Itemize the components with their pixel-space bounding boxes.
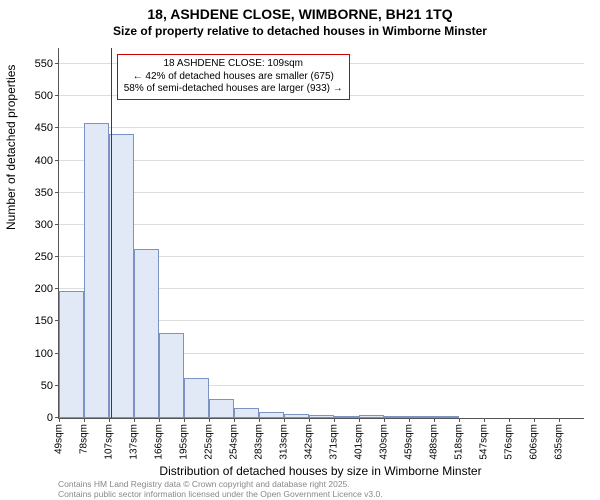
- histogram-bar: [59, 291, 84, 418]
- histogram-bar: [434, 416, 459, 418]
- xtick-label: 635sqm: [554, 424, 565, 460]
- chart-subtitle: Size of property relative to detached ho…: [0, 22, 600, 38]
- histogram-bar: [159, 333, 184, 418]
- xtick-mark: [209, 418, 210, 422]
- attribution-line2: Contains public sector information licen…: [58, 489, 383, 499]
- ytick-label: 400: [35, 155, 53, 167]
- xtick-label: 459sqm: [404, 424, 415, 460]
- xtick-mark: [134, 418, 135, 422]
- xtick-mark: [109, 418, 110, 422]
- ytick-label: 300: [35, 219, 53, 231]
- histogram-bar: [109, 134, 134, 418]
- ytick-label: 350: [35, 187, 53, 199]
- ytick-label: 250: [35, 251, 53, 263]
- property-marker-line: [111, 48, 112, 418]
- ytick-label: 500: [35, 90, 53, 102]
- xtick-label: 342sqm: [304, 424, 315, 460]
- xtick-label: 166sqm: [154, 424, 165, 460]
- xtick-mark: [259, 418, 260, 422]
- annotation-box: 18 ASHDENE CLOSE: 109sqm← 42% of detache…: [117, 54, 350, 100]
- ytick-label: 150: [35, 315, 53, 327]
- xtick-mark: [184, 418, 185, 422]
- xtick-mark: [559, 418, 560, 422]
- ytick-mark: [55, 192, 59, 193]
- histogram-bar: [184, 378, 209, 418]
- xtick-mark: [284, 418, 285, 422]
- histogram-bar: [84, 123, 109, 418]
- ytick-label: 200: [35, 283, 53, 295]
- xtick-mark: [334, 418, 335, 422]
- xtick-label: 195sqm: [179, 424, 190, 460]
- ytick-mark: [55, 160, 59, 161]
- xtick-mark: [434, 418, 435, 422]
- xtick-label: 488sqm: [429, 424, 440, 460]
- ytick-label: 50: [41, 380, 53, 392]
- ytick-label: 550: [35, 58, 53, 70]
- attribution-line1: Contains HM Land Registry data © Crown c…: [58, 479, 350, 489]
- xtick-mark: [59, 418, 60, 422]
- xtick-label: 401sqm: [354, 424, 365, 460]
- ytick-label: 0: [47, 412, 53, 424]
- ytick-mark: [55, 224, 59, 225]
- histogram-bar: [259, 412, 284, 418]
- xtick-label: 49sqm: [54, 424, 65, 454]
- xtick-label: 78sqm: [79, 424, 90, 454]
- ytick-mark: [55, 95, 59, 96]
- xtick-label: 606sqm: [529, 424, 540, 460]
- attribution-text: Contains HM Land Registry data © Crown c…: [58, 480, 383, 500]
- histogram-bar: [284, 414, 309, 418]
- x-axis-label: Distribution of detached houses by size …: [58, 464, 583, 478]
- xtick-label: 518sqm: [454, 424, 465, 460]
- xtick-label: 283sqm: [254, 424, 265, 460]
- ytick-label: 450: [35, 122, 53, 134]
- ytick-mark: [55, 63, 59, 64]
- xtick-mark: [159, 418, 160, 422]
- annotation-line2: ← 42% of detached houses are smaller (67…: [124, 71, 343, 84]
- histogram-bar: [334, 416, 359, 418]
- histogram-bar: [409, 416, 434, 418]
- histogram-bar: [384, 416, 409, 418]
- xtick-label: 371sqm: [329, 424, 340, 460]
- xtick-mark: [84, 418, 85, 422]
- gridline: [59, 127, 584, 128]
- gridline: [59, 160, 584, 161]
- xtick-label: 254sqm: [229, 424, 240, 460]
- xtick-label: 576sqm: [504, 424, 515, 460]
- xtick-label: 547sqm: [479, 424, 490, 460]
- xtick-label: 225sqm: [204, 424, 215, 460]
- xtick-mark: [309, 418, 310, 422]
- histogram-bar: [309, 415, 334, 418]
- xtick-mark: [509, 418, 510, 422]
- plot-area: 05010015020025030035040045050055049sqm78…: [58, 48, 584, 419]
- chart-container: { "chart": { "type": "histogram", "title…: [0, 0, 600, 500]
- xtick-mark: [534, 418, 535, 422]
- xtick-mark: [484, 418, 485, 422]
- ytick-mark: [55, 288, 59, 289]
- ytick-mark: [55, 127, 59, 128]
- xtick-mark: [409, 418, 410, 422]
- histogram-bar: [134, 249, 159, 418]
- chart-title: 18, ASHDENE CLOSE, WIMBORNE, BH21 1TQ: [0, 0, 600, 22]
- gridline: [59, 224, 584, 225]
- xtick-label: 430sqm: [379, 424, 390, 460]
- annotation-line3: 58% of semi-detached houses are larger (…: [124, 83, 343, 96]
- xtick-label: 137sqm: [129, 424, 140, 460]
- xtick-label: 107sqm: [104, 424, 115, 460]
- xtick-mark: [359, 418, 360, 422]
- histogram-bar: [359, 415, 384, 418]
- y-axis-label: Number of detached properties: [4, 65, 18, 230]
- annotation-line1: 18 ASHDENE CLOSE: 109sqm: [124, 58, 343, 71]
- xtick-label: 313sqm: [279, 424, 290, 460]
- histogram-bar: [234, 408, 259, 418]
- ytick-label: 100: [35, 348, 53, 360]
- xtick-mark: [459, 418, 460, 422]
- histogram-bar: [209, 399, 234, 418]
- xtick-mark: [384, 418, 385, 422]
- ytick-mark: [55, 256, 59, 257]
- gridline: [59, 192, 584, 193]
- xtick-mark: [234, 418, 235, 422]
